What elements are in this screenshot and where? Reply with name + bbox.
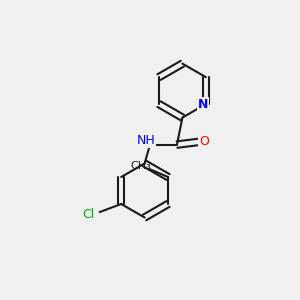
Text: O: O — [199, 135, 209, 148]
Text: Cl: Cl — [83, 208, 95, 221]
Text: CH₃: CH₃ — [130, 161, 152, 171]
Text: N: N — [198, 98, 208, 111]
Text: NH: NH — [136, 134, 155, 147]
